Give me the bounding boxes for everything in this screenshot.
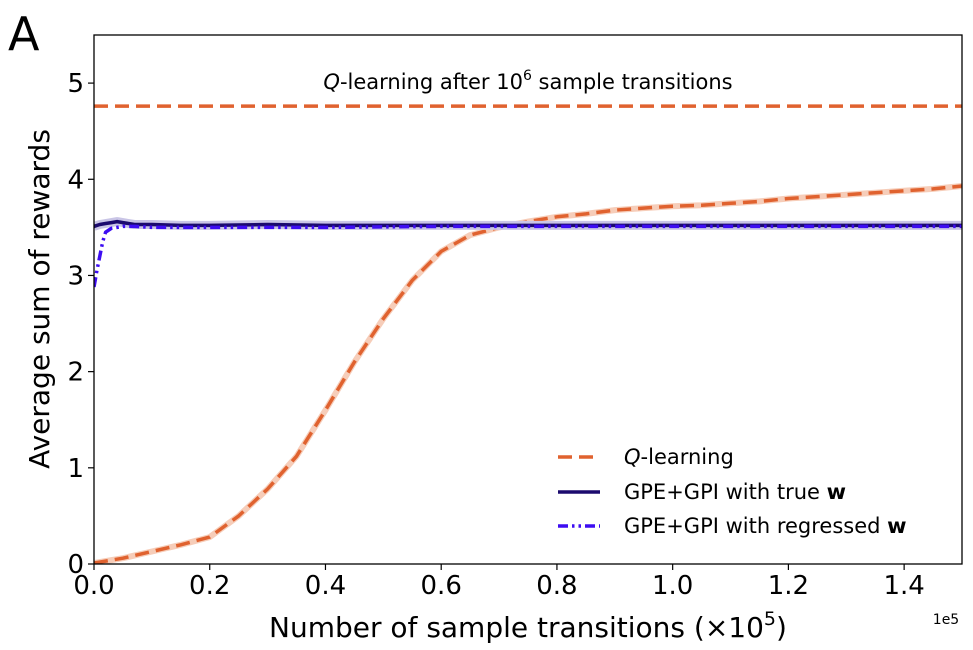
x-tick-label: 0.4 xyxy=(305,571,346,601)
panel-label: A xyxy=(8,7,40,61)
legend-label-gpe-true-w-rest: GPE+GPI with true xyxy=(624,480,827,504)
legend-label-gpe-true-w: GPE+GPI with true w xyxy=(624,480,846,504)
legend: Q-learning GPE+GPI with true w GPE+GPI w… xyxy=(558,445,907,538)
legend-label-gpe-regressed-w-rest: GPE+GPI with regressed xyxy=(624,514,887,538)
x-tick-label: 0.0 xyxy=(73,571,114,601)
x-tick-label: 1.4 xyxy=(883,571,924,601)
axes-frame xyxy=(93,34,963,565)
x-tick-label: 1.0 xyxy=(652,571,693,601)
legend-label-q-learning: Q-learning xyxy=(624,445,734,469)
annotation-text: -learning after 10 xyxy=(340,70,523,94)
x-axis-label-main: Number of sample transitions (×10 xyxy=(269,611,764,644)
x-axis-label-end: ) xyxy=(776,611,787,644)
series-group xyxy=(94,183,962,564)
annotation-exponent: 6 xyxy=(523,68,532,84)
x-tick-label: 0.8 xyxy=(536,571,577,601)
y-axis-label: Average sum of rewards xyxy=(23,129,56,469)
q-learning-annotation: Q-learning after 106 sample transitions xyxy=(323,68,732,94)
legend-label-gpe-regressed-w-bold: w xyxy=(887,514,906,538)
y-tick-label: 5 xyxy=(67,69,84,99)
legend-label-gpe-regressed-w: GPE+GPI with regressed w xyxy=(624,514,907,538)
legend-label-q-learning-q: Q xyxy=(624,445,641,469)
y-tick-label: 0 xyxy=(67,550,84,580)
q-learning-band xyxy=(94,183,962,564)
y-tick-label: 1 xyxy=(67,454,84,484)
x-axis-label: Number of sample transitions (×105) xyxy=(269,608,787,644)
y-tick-label: 4 xyxy=(67,165,84,195)
q-learning-line xyxy=(94,184,962,564)
x-tick-label: 0.6 xyxy=(421,571,462,601)
x-tick-label: 0.2 xyxy=(189,571,230,601)
y-tick-label: 3 xyxy=(67,261,84,291)
y-tick-label: 2 xyxy=(67,358,84,388)
x-axis-label-exponent: 5 xyxy=(764,608,776,630)
x-tick-label: 1.2 xyxy=(768,571,809,601)
legend-label-gpe-true-w-bold: w xyxy=(827,480,846,504)
annotation-q: Q xyxy=(323,70,340,94)
ticks: 0.0 0.2 0.4 0.6 0.8 1.0 1.2 1.4 0 1 2 3 4 5 xyxy=(67,69,924,601)
legend-label-q-learning-rest: -learning xyxy=(641,445,734,469)
gpe-gpi-with-regressed-w-line xyxy=(94,224,962,288)
x-offset-label: 1e5 xyxy=(933,612,959,628)
annotation-suffix: sample transitions xyxy=(532,70,733,94)
